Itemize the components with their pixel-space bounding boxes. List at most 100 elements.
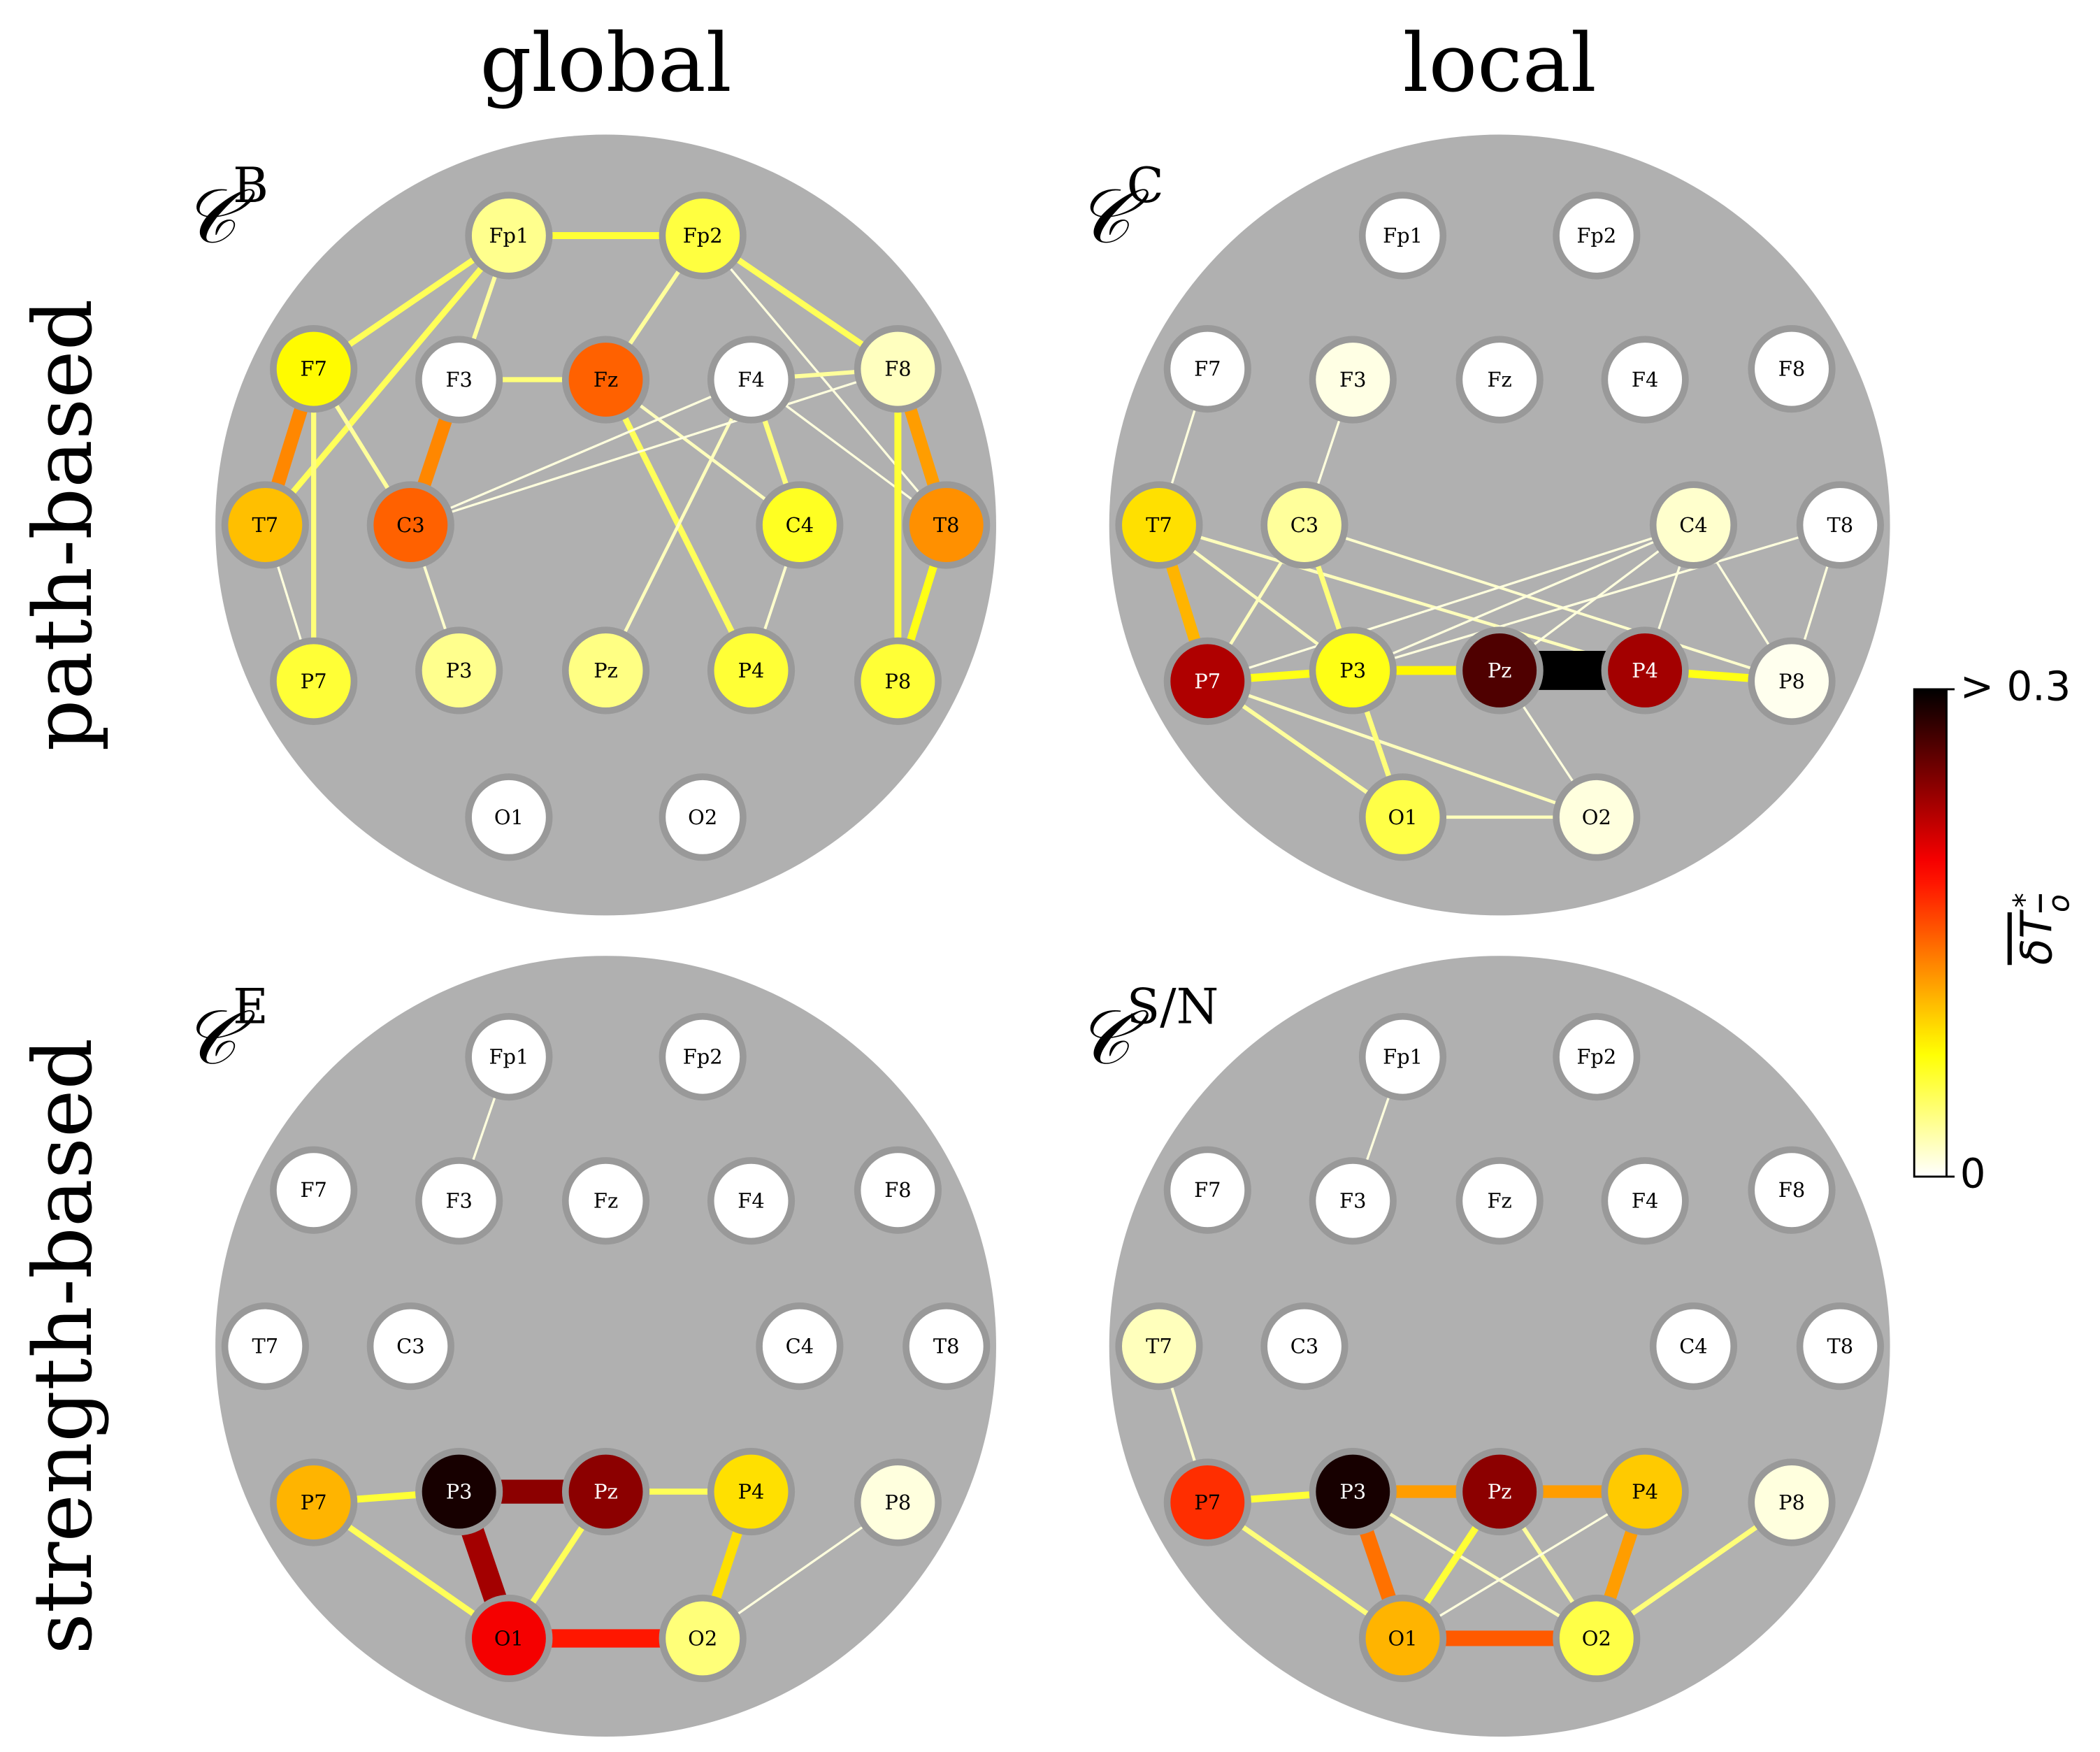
electrode-label: C4 [1679, 513, 1707, 537]
electrode-label: Fp1 [1383, 1045, 1423, 1069]
colorbar-tick-label: > 0.3 [1960, 663, 2071, 710]
electrode [1601, 336, 1689, 424]
colorbar [1913, 688, 1948, 1178]
electrode [1163, 325, 1251, 413]
electrode-label: F4 [1632, 368, 1658, 392]
electrode-label: Fz [594, 1189, 618, 1213]
electrode-label: T7 [1146, 513, 1172, 537]
electrode [1553, 1013, 1641, 1101]
electrode [1309, 1157, 1397, 1245]
electrode [707, 626, 796, 715]
electrode [1358, 1013, 1447, 1101]
electrode [415, 626, 503, 715]
electrode-label: O1 [1388, 1626, 1417, 1650]
electrode [366, 481, 454, 569]
electrode [1358, 773, 1447, 861]
electrode-label: P3 [446, 659, 473, 682]
edge [410, 368, 898, 526]
electrode [270, 1146, 358, 1234]
electrode-label: C4 [1679, 1335, 1707, 1358]
electrode-label: F4 [1632, 1189, 1658, 1213]
electrode-label: F7 [1194, 1178, 1221, 1202]
electrode [415, 336, 503, 424]
electrode-label: F7 [300, 357, 326, 381]
electrode [902, 481, 991, 569]
electrode [1163, 1458, 1251, 1546]
column-title: local [1403, 17, 1597, 110]
electrode [659, 192, 747, 280]
column-title: global [480, 17, 731, 110]
electrode [1455, 1157, 1544, 1245]
electrode [1260, 1302, 1349, 1391]
electrode-label: T7 [252, 513, 279, 537]
electrode [854, 1146, 942, 1234]
electrode-label: F7 [1194, 357, 1221, 381]
electrode [1601, 1448, 1689, 1536]
electrode [465, 192, 553, 280]
colorbar-tick-label: 0 [1960, 1150, 1986, 1198]
electrode [1601, 1157, 1689, 1245]
edge [410, 378, 752, 526]
electrode-label: P3 [446, 1480, 473, 1504]
electrode-label: O1 [494, 805, 524, 829]
electrode [854, 637, 942, 725]
head [1109, 134, 1890, 916]
electrode-label: F8 [1778, 357, 1805, 381]
electrode [1163, 637, 1251, 725]
electrode-label: Pz [1488, 659, 1512, 682]
electrode [1748, 325, 1836, 413]
electrode-label: C3 [1290, 513, 1318, 537]
electrode-label: P3 [1339, 659, 1366, 682]
electrode-label: Pz [1488, 1480, 1512, 1504]
panel-superscript: E [233, 979, 268, 1035]
electrode-label: F8 [1778, 1178, 1805, 1202]
electrode [756, 1302, 844, 1391]
row-title: strength-based [17, 1038, 110, 1655]
row-title: path-based [17, 299, 110, 751]
electrode-label: P8 [1778, 1491, 1805, 1514]
electrode-label: O2 [1582, 1626, 1611, 1650]
edge [1352, 1490, 1597, 1640]
electrode [270, 1458, 358, 1546]
electrode-label: P4 [738, 1480, 765, 1504]
electrode-label: T7 [252, 1335, 279, 1358]
electrode [465, 1594, 553, 1683]
electrode [1553, 773, 1641, 861]
colorbar-label-sup: * [2007, 893, 2041, 907]
electrode-label: C3 [396, 513, 424, 537]
edge [1402, 1491, 1646, 1639]
electrode-label: F3 [445, 368, 472, 392]
electrode-label: T8 [933, 513, 960, 537]
electrode-label: Fz [594, 368, 618, 392]
electrode-label: P3 [1339, 1480, 1366, 1504]
head [215, 134, 996, 916]
electrode [707, 1448, 796, 1536]
electrode-label: O1 [494, 1626, 524, 1650]
electrode-label: Fp1 [1383, 224, 1423, 247]
edge [1304, 524, 1792, 683]
electrode-label: Fz [1488, 1189, 1512, 1213]
edge [604, 378, 753, 671]
electrode-label: C4 [786, 1335, 814, 1358]
electrode-label: P8 [1778, 669, 1805, 693]
electrode [1455, 336, 1544, 424]
electrode [1358, 192, 1447, 280]
electrode [415, 1157, 503, 1245]
head [1109, 956, 1890, 1737]
electrode [561, 1448, 650, 1536]
electrode [1358, 1594, 1447, 1683]
electrode [561, 1157, 650, 1245]
electrode-label: T8 [1827, 1335, 1854, 1358]
electrode [1748, 1458, 1836, 1546]
electrode [1553, 192, 1641, 280]
electrode [465, 773, 553, 861]
electrode [1309, 626, 1397, 715]
head [215, 956, 996, 1737]
electrode-label: F8 [884, 357, 911, 381]
edge [263, 234, 512, 527]
electrode-label: C3 [1290, 1335, 1318, 1358]
